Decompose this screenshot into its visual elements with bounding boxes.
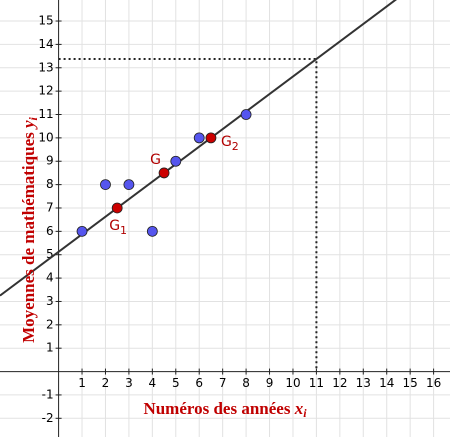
point-label: G xyxy=(150,152,161,168)
y-axis-title-var: y xyxy=(19,120,38,130)
x-axis-title-var: x xyxy=(294,399,304,418)
point xyxy=(170,155,182,167)
regression-line xyxy=(0,0,397,297)
x-tick-label: 11 xyxy=(309,376,324,390)
x-tick-label: 16 xyxy=(426,376,441,390)
y-tick-label: 9 xyxy=(46,154,54,168)
point-label-base: G xyxy=(109,218,120,234)
y-tick-label: 2 xyxy=(46,317,54,331)
y-tick-label: 13 xyxy=(38,60,53,74)
y-axis-title: Moyennes de mathématiques yi xyxy=(19,116,40,342)
point-label-sub: 1 xyxy=(120,224,127,237)
y-tick-label: 7 xyxy=(46,200,54,214)
x-axis-title-sub: i xyxy=(303,406,307,420)
x-tick-label: 1 xyxy=(78,376,86,390)
x-tick-label: 5 xyxy=(172,376,180,390)
point xyxy=(100,179,111,191)
y-tick-label: 14 xyxy=(38,37,53,51)
y-tick-label: 6 xyxy=(46,224,54,238)
y-tick-label: 1 xyxy=(46,341,54,355)
point-label: G2 xyxy=(221,134,239,153)
point xyxy=(158,167,170,179)
y-tick-label: 11 xyxy=(38,107,53,121)
point xyxy=(193,132,205,144)
x-axis-title-text: Numéros des années xyxy=(143,399,290,418)
point-label-base: G xyxy=(150,152,161,168)
x-tick-label: 4 xyxy=(149,376,157,390)
point xyxy=(76,225,88,237)
x-tick-label: 12 xyxy=(332,376,347,390)
y-axis-title-text: Moyennes de mathématiques xyxy=(19,132,38,343)
x-tick-label: 3 xyxy=(125,376,133,390)
y-axis-title-sub: i xyxy=(26,116,40,120)
x-tick-label: 15 xyxy=(403,376,418,390)
point-label-sub: 2 xyxy=(232,140,239,153)
y-tick-label: 15 xyxy=(38,14,53,28)
y-tick-label: 5 xyxy=(46,247,54,261)
point xyxy=(240,109,252,120)
y-tick-label: 3 xyxy=(46,294,54,308)
x-tick-label: 10 xyxy=(285,376,300,390)
y-tick-label: -1 xyxy=(42,387,54,401)
point-label-base: G xyxy=(221,134,232,150)
x-axis-title: Numéros des années xi xyxy=(143,399,307,420)
y-tick-label: 12 xyxy=(38,84,53,98)
point xyxy=(205,132,217,144)
x-tick-label: 14 xyxy=(379,376,394,390)
x-tick-label: 2 xyxy=(102,376,110,390)
guide-line xyxy=(58,58,318,372)
y-tick-label: 4 xyxy=(46,271,54,285)
point xyxy=(146,225,158,237)
point xyxy=(123,179,135,191)
y-tick-label: -2 xyxy=(42,411,54,425)
y-tick-label: 10 xyxy=(38,130,53,144)
point xyxy=(111,202,123,214)
x-tick-label: 7 xyxy=(219,376,227,390)
y-tick-label: 8 xyxy=(46,177,54,191)
x-tick-label: 6 xyxy=(195,376,203,390)
x-tick-label: 8 xyxy=(242,376,250,390)
point-label: G1 xyxy=(109,218,127,237)
x-tick-label: 13 xyxy=(356,376,371,390)
x-tick-label: 9 xyxy=(266,376,274,390)
